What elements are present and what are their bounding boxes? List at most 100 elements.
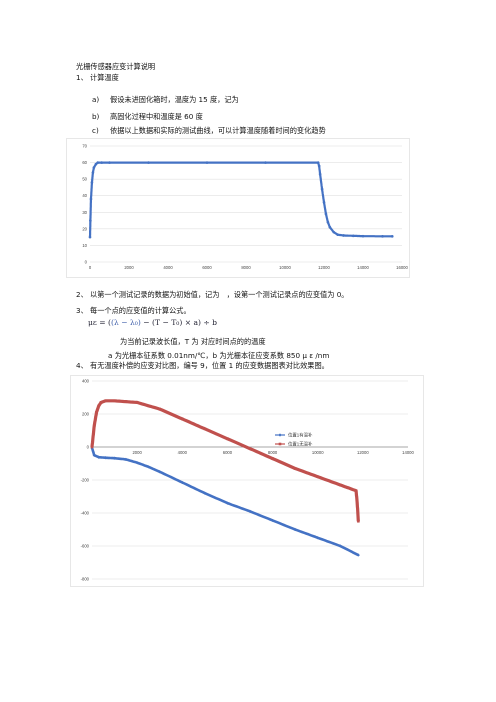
y-tick-label: -200 [81, 478, 90, 483]
y-tick-label: 0 [87, 445, 90, 450]
temperature-data-point [322, 201, 326, 204]
series-2-marker [99, 401, 103, 404]
y-tick-label: -800 [81, 577, 90, 582]
x-tick-label: 0 [89, 265, 92, 270]
item-a-text: 假设未进固化箱时，温度为 15 度，记为 [110, 95, 239, 104]
x-tick-label: 4000 [163, 265, 173, 270]
doc-title: 光栅传感器应变计算说明 [76, 62, 156, 71]
series-2-marker [293, 467, 297, 470]
note-wavelength: 为当前记录波长值，T 为 对应时间点的的温度 [120, 337, 266, 346]
series-2-marker [90, 445, 94, 449]
section-3-text: 3、 每一个点的应变值的计算公式。 [76, 306, 191, 315]
temperature-data-point [205, 161, 209, 164]
series-2-marker [113, 399, 116, 403]
temperature-data-point [108, 161, 111, 164]
temperature-data-point [100, 161, 103, 164]
y-tick-label: 60 [82, 160, 87, 165]
temperature-data-point [336, 233, 339, 236]
series-2-marker [357, 519, 360, 523]
series-2-marker [92, 424, 96, 427]
temperature-data-point [92, 166, 96, 169]
series-1-marker [338, 544, 342, 548]
temperature-data-point [264, 161, 267, 164]
y-tick-label: 70 [82, 144, 87, 149]
temperature-data-point [90, 181, 94, 184]
x-tick-label: 10000 [312, 450, 324, 455]
temperature-series-line [88, 161, 393, 238]
temperature-chart-svg: 0 10 20 30 40 50 60 70 0 2000 4000 6000 8000 10000 120… [66, 138, 410, 278]
x-tick-label: 6000 [223, 450, 233, 455]
y-tick-label: 40 [82, 193, 87, 198]
temperature-data-point [317, 164, 321, 168]
y-tick-label: 30 [82, 210, 87, 215]
x-tick-label: 16000 [396, 265, 408, 270]
chart-border [66, 138, 410, 278]
temperature-data-point [381, 235, 384, 238]
temperature-data-point [88, 235, 92, 239]
section-2-text: 2、 以第一个测试记录的数据为初始值，记为 ，设第一个测试记录点的应变值为 0。 [76, 290, 349, 299]
y-tick-label: 20 [82, 226, 87, 231]
legend-marker [278, 433, 282, 437]
item-c-marker: c) [92, 126, 99, 135]
temperature-data-point [89, 219, 92, 222]
series-2-marker [95, 411, 98, 414]
temperature-data-point [351, 234, 355, 238]
formula-wavelength-term: (λ − λ₀) [111, 318, 141, 327]
temperature-data-point [326, 220, 330, 224]
x-tick-label: 12000 [357, 450, 369, 455]
x-tick-label: 8000 [268, 450, 278, 455]
legend-label: 位置1无温补 [288, 441, 313, 448]
y-tick-label: 200 [82, 412, 90, 417]
series-2-marker [135, 401, 139, 404]
series-2-marker [180, 417, 184, 421]
y-tick-label: 50 [82, 177, 87, 182]
chart-border [70, 375, 424, 587]
strain-comparison-chart: 400 200 0 -200 -400 -600 -800 2000 4000 6000 8000 1… [70, 375, 424, 587]
y-tick-label: 400 [82, 379, 90, 384]
series-1-marker [92, 453, 96, 457]
series-2-marker [248, 447, 252, 450]
item-a-marker: a) [92, 95, 100, 104]
x-tick-label: 6000 [202, 265, 212, 270]
temperature-data-point [390, 235, 394, 238]
x-tick-label: 2000 [132, 450, 142, 455]
y-tick-label: -400 [81, 511, 90, 516]
series-2-marker [226, 437, 229, 441]
temperature-data-point [318, 172, 322, 176]
strain-formula: με = ((λ − λ₀) − (T − T₀) × a) ÷ b [88, 318, 217, 327]
y-tick-label: -600 [81, 544, 90, 549]
series-2-marker [158, 407, 162, 411]
series-2-marker [104, 399, 107, 403]
temperature-data-point [91, 171, 95, 174]
temperature-data-point [324, 212, 328, 216]
formula-lhs: με = ( [88, 318, 112, 327]
legend-marker [278, 442, 282, 446]
series-2-marker [338, 483, 342, 487]
series-1-marker [124, 457, 128, 461]
note-coefficients: a 为光栅本征系数 0.01nm/℃，b 为光栅本征应变系数 850 μ ε /… [108, 351, 330, 360]
x-tick-label: 14000 [357, 265, 369, 270]
series-2-marker [271, 457, 274, 460]
series-1-marker [112, 456, 117, 460]
x-tick-label: 8000 [241, 265, 251, 270]
temperature-data-point [94, 162, 98, 166]
formula-rest: − (T − T₀) × a) ÷ b [140, 318, 218, 327]
temperature-data-point [147, 161, 150, 164]
series-2-marker [203, 427, 207, 431]
temperature-chart: 0 10 20 30 40 50 60 70 0 2000 4000 6000 8000 10000 120… [66, 138, 410, 278]
series-1-marker [316, 536, 320, 540]
x-tick-label: 12000 [318, 265, 330, 270]
series-1-marker [158, 470, 162, 474]
temperature-data-point [320, 187, 324, 191]
item-b-text: 高固化过程中和温度是 60 度 [110, 112, 203, 121]
temperature-data-point [96, 161, 100, 164]
temperature-data-point [89, 197, 93, 201]
x-tick-label: 2000 [124, 265, 134, 270]
x-tick-label: 10000 [279, 265, 291, 270]
series-2-marker [355, 501, 359, 505]
series-2-marker [316, 475, 320, 478]
y-tick-label: 0 [85, 260, 88, 265]
temperature-data-point [332, 230, 336, 234]
x-tick-label: 4000 [178, 450, 188, 455]
